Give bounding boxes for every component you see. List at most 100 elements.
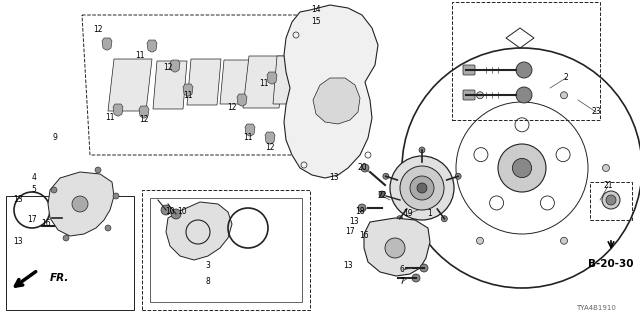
Text: FR.: FR. bbox=[50, 273, 69, 283]
Circle shape bbox=[63, 235, 69, 241]
Text: 12: 12 bbox=[93, 26, 103, 35]
Text: 5: 5 bbox=[31, 186, 36, 195]
Polygon shape bbox=[102, 38, 112, 50]
Circle shape bbox=[419, 147, 425, 153]
Text: 12: 12 bbox=[227, 103, 237, 113]
Text: 15: 15 bbox=[311, 18, 321, 27]
Text: 13: 13 bbox=[349, 218, 359, 227]
Circle shape bbox=[105, 225, 111, 231]
Text: 11: 11 bbox=[259, 79, 269, 89]
Text: 11: 11 bbox=[105, 114, 115, 123]
Circle shape bbox=[477, 237, 483, 244]
Polygon shape bbox=[267, 72, 277, 84]
Circle shape bbox=[561, 92, 568, 99]
Text: 11: 11 bbox=[135, 52, 145, 60]
Circle shape bbox=[412, 274, 420, 282]
Bar bbox=[590, 182, 632, 220]
Text: 4: 4 bbox=[31, 173, 36, 182]
Text: B-20-30: B-20-30 bbox=[588, 259, 634, 269]
Circle shape bbox=[490, 196, 504, 210]
Circle shape bbox=[417, 183, 427, 193]
Polygon shape bbox=[139, 106, 149, 118]
Bar bbox=[452, 2, 600, 120]
Text: 13: 13 bbox=[13, 196, 23, 204]
Circle shape bbox=[498, 144, 546, 192]
Polygon shape bbox=[153, 61, 187, 109]
Polygon shape bbox=[364, 218, 430, 276]
Text: 12: 12 bbox=[140, 116, 148, 124]
Circle shape bbox=[474, 148, 488, 162]
Text: 8: 8 bbox=[205, 277, 211, 286]
Circle shape bbox=[602, 164, 609, 172]
Circle shape bbox=[358, 204, 366, 212]
Text: 19: 19 bbox=[403, 210, 413, 219]
Text: 2: 2 bbox=[564, 74, 568, 83]
Text: 9: 9 bbox=[52, 133, 58, 142]
Circle shape bbox=[72, 196, 88, 212]
Polygon shape bbox=[245, 124, 255, 136]
Circle shape bbox=[171, 209, 181, 219]
Polygon shape bbox=[113, 104, 123, 116]
Circle shape bbox=[410, 176, 434, 200]
Text: 1: 1 bbox=[428, 210, 433, 219]
Text: TYA4B1910: TYA4B1910 bbox=[576, 305, 616, 311]
Polygon shape bbox=[166, 202, 232, 260]
Text: 14: 14 bbox=[311, 5, 321, 14]
Circle shape bbox=[95, 167, 101, 173]
Text: 20: 20 bbox=[357, 164, 367, 172]
Circle shape bbox=[400, 166, 444, 210]
Circle shape bbox=[540, 196, 554, 210]
Circle shape bbox=[390, 156, 454, 220]
Text: 12: 12 bbox=[265, 143, 275, 153]
Text: 13: 13 bbox=[329, 173, 339, 182]
Text: 10: 10 bbox=[177, 207, 187, 217]
Polygon shape bbox=[183, 84, 193, 96]
Circle shape bbox=[556, 148, 570, 162]
Text: 21: 21 bbox=[604, 181, 612, 190]
Text: 16: 16 bbox=[41, 220, 51, 228]
Circle shape bbox=[515, 118, 529, 132]
Circle shape bbox=[606, 195, 616, 205]
Text: 23: 23 bbox=[591, 108, 601, 116]
Text: 7: 7 bbox=[399, 277, 404, 286]
Circle shape bbox=[442, 216, 447, 222]
Text: 12: 12 bbox=[163, 63, 173, 73]
Text: 3: 3 bbox=[205, 261, 211, 270]
Circle shape bbox=[113, 193, 119, 199]
Circle shape bbox=[385, 238, 405, 258]
Text: 13: 13 bbox=[343, 261, 353, 270]
Circle shape bbox=[561, 237, 568, 244]
Polygon shape bbox=[187, 59, 221, 105]
Bar bbox=[142, 190, 310, 310]
Polygon shape bbox=[220, 60, 252, 104]
Text: 18: 18 bbox=[355, 207, 365, 217]
Polygon shape bbox=[170, 60, 180, 72]
Circle shape bbox=[602, 191, 620, 209]
Text: 17: 17 bbox=[345, 228, 355, 236]
Polygon shape bbox=[313, 78, 360, 124]
Circle shape bbox=[516, 87, 532, 103]
Circle shape bbox=[397, 216, 403, 222]
Circle shape bbox=[420, 264, 428, 272]
Circle shape bbox=[513, 158, 532, 178]
Polygon shape bbox=[147, 40, 157, 52]
Circle shape bbox=[161, 205, 171, 215]
Circle shape bbox=[516, 62, 532, 78]
Polygon shape bbox=[237, 94, 247, 106]
Text: 22: 22 bbox=[377, 191, 387, 201]
Circle shape bbox=[455, 173, 461, 179]
Bar bbox=[150, 198, 302, 302]
Polygon shape bbox=[284, 5, 378, 178]
Polygon shape bbox=[108, 59, 152, 111]
Text: 13: 13 bbox=[13, 237, 23, 246]
Circle shape bbox=[51, 187, 57, 193]
Text: 6: 6 bbox=[399, 266, 404, 275]
Circle shape bbox=[379, 191, 385, 197]
Text: 17: 17 bbox=[27, 215, 37, 225]
Polygon shape bbox=[265, 132, 275, 144]
Circle shape bbox=[477, 92, 483, 99]
Circle shape bbox=[435, 164, 442, 172]
Text: 11: 11 bbox=[243, 133, 253, 142]
Circle shape bbox=[383, 173, 389, 179]
Polygon shape bbox=[48, 172, 114, 236]
